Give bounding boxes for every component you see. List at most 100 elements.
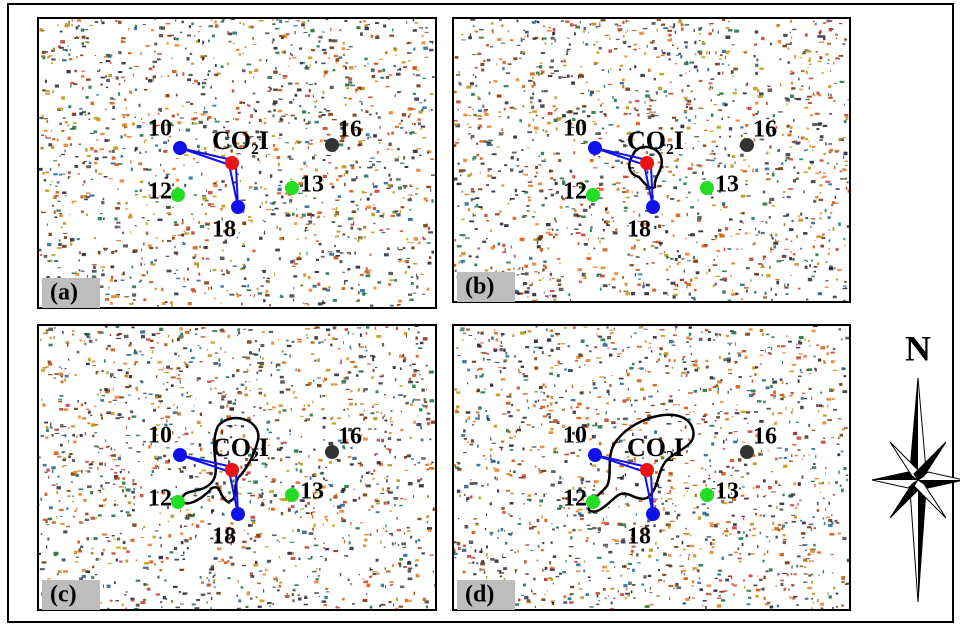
- texture-speck: [673, 289, 678, 290]
- texture-speck: [573, 326, 575, 329]
- texture-speck: [53, 378, 56, 379]
- texture-speck: [763, 560, 765, 563]
- texture-speck: [774, 245, 777, 248]
- texture-speck: [843, 156, 844, 159]
- texture-speck: [243, 53, 244, 54]
- texture-speck: [655, 115, 659, 116]
- texture-speck: [729, 127, 732, 130]
- texture-speck: [76, 435, 78, 438]
- texture-speck: [697, 423, 701, 424]
- texture-speck: [778, 40, 782, 43]
- texture-speck: [243, 329, 246, 330]
- texture-speck: [818, 359, 821, 362]
- texture-speck: [54, 260, 58, 262]
- texture-speck: [475, 76, 477, 78]
- texture-speck: [143, 443, 144, 446]
- texture-speck: [615, 160, 620, 162]
- texture-speck: [180, 525, 182, 528]
- texture-speck: [332, 39, 337, 42]
- texture-speck: [382, 217, 384, 218]
- texture-speck: [399, 249, 403, 250]
- texture-speck: [597, 274, 599, 277]
- texture-speck: [709, 459, 711, 461]
- texture-speck: [603, 113, 606, 114]
- texture-speck: [460, 260, 465, 263]
- texture-speck: [557, 279, 560, 280]
- texture-speck: [554, 70, 559, 72]
- texture-speck: [146, 222, 148, 225]
- texture-speck: [53, 173, 58, 175]
- texture-speck: [120, 417, 125, 418]
- texture-speck: [77, 400, 79, 402]
- texture-speck: [210, 206, 215, 207]
- texture-speck: [50, 184, 51, 186]
- texture-speck: [491, 177, 496, 179]
- texture-speck: [218, 393, 223, 395]
- texture-speck: [487, 143, 489, 146]
- texture-speck: [828, 59, 829, 61]
- texture-speck: [265, 32, 269, 34]
- texture-speck: [278, 170, 282, 171]
- well-label: 18: [212, 217, 236, 243]
- texture-speck: [498, 116, 501, 117]
- texture-speck: [334, 55, 338, 58]
- texture-speck: [608, 50, 612, 53]
- texture-speck: [526, 205, 529, 207]
- texture-speck: [413, 73, 414, 76]
- texture-speck: [355, 160, 357, 162]
- texture-speck: [492, 31, 494, 34]
- texture-speck: [531, 590, 533, 593]
- texture-speck: [744, 51, 748, 53]
- texture-speck: [97, 467, 98, 470]
- texture-speck: [575, 26, 580, 29]
- texture-speck: [843, 288, 848, 289]
- texture-speck: [627, 502, 628, 505]
- texture-speck: [113, 362, 115, 363]
- texture-speck: [590, 93, 592, 95]
- texture-speck: [80, 55, 83, 57]
- texture-speck: [260, 504, 264, 506]
- texture-speck: [454, 144, 457, 147]
- texture-speck: [536, 131, 537, 134]
- texture-speck: [638, 279, 641, 280]
- texture-speck: [712, 150, 714, 152]
- texture-speck: [108, 401, 111, 403]
- texture-speck: [457, 347, 459, 349]
- texture-speck: [351, 167, 354, 170]
- texture-speck: [809, 141, 811, 142]
- texture-speck: [208, 228, 210, 229]
- texture-speck: [215, 353, 218, 354]
- texture-speck: [330, 183, 334, 185]
- texture-speck: [132, 122, 135, 125]
- texture-speck: [834, 267, 836, 269]
- texture-speck: [243, 23, 244, 25]
- texture-speck: [330, 28, 331, 31]
- texture-speck: [777, 149, 780, 152]
- texture-speck: [541, 73, 543, 75]
- texture-speck: [111, 552, 115, 554]
- texture-speck: [356, 300, 360, 302]
- texture-speck: [791, 36, 792, 39]
- texture-speck: [752, 169, 754, 173]
- texture-speck: [490, 437, 491, 440]
- texture-speck: [279, 556, 281, 558]
- texture-speck: [46, 366, 49, 368]
- texture-speck: [368, 63, 369, 64]
- texture-speck: [734, 162, 735, 165]
- texture-speck: [40, 339, 42, 341]
- texture-speck: [262, 357, 264, 360]
- texture-speck: [218, 189, 222, 190]
- texture-speck: [330, 498, 332, 500]
- texture-speck: [180, 555, 184, 556]
- texture-speck: [594, 248, 596, 250]
- texture-speck: [348, 236, 350, 238]
- texture-speck: [404, 499, 406, 500]
- texture-speck: [328, 286, 330, 288]
- texture-speck: [688, 234, 690, 236]
- texture-speck: [395, 126, 399, 128]
- texture-speck: [805, 138, 808, 140]
- texture-speck: [275, 419, 280, 421]
- texture-speck: [144, 142, 145, 144]
- texture-speck: [624, 207, 628, 210]
- texture-speck: [662, 503, 665, 505]
